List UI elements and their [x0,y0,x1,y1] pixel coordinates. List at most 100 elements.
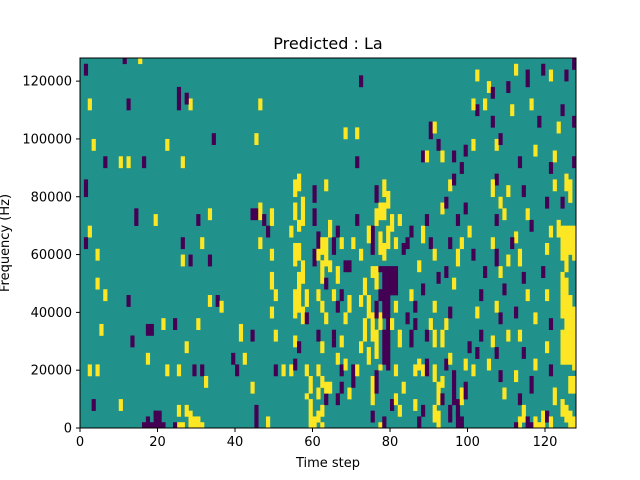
heatmap-cell [320,237,325,255]
heatmap-cell [424,329,430,342]
heatmap-cell [409,225,414,238]
heatmap-cell [269,248,275,261]
heatmap-cell [324,237,329,267]
heatmap-cell [471,364,476,377]
y-axis: 0 20000 40000 60000 80000 100000 120000 [22,75,80,437]
heatmap-cell [440,393,445,406]
heatmap-cell [335,266,340,284]
heatmap-cell [572,306,577,371]
heatmap-cell [424,214,430,226]
heatmap-cell [548,69,554,82]
heatmap-cell [300,196,306,226]
heatmap-cell [308,410,313,429]
heatmap-cell [142,156,147,169]
heatmap-cell [378,364,383,371]
heatmap-cell [196,318,201,331]
heatmap-cell [347,260,352,273]
heatmap-cell [529,375,534,394]
heatmap-cell [173,318,178,331]
heatmap-cell [506,185,511,198]
heatmap-cell [413,300,418,313]
heatmap-cell [258,202,263,221]
heatmap-cell [556,121,561,134]
heatmap-cell [126,156,131,169]
heatmap-cell [529,98,534,111]
heatmap-cell [254,404,259,429]
plot-area [79,57,577,429]
heatmap-cell [378,202,383,221]
heatmap-cell [300,306,306,325]
heatmap-cell [366,295,371,319]
heatmap-cell [517,156,523,169]
heatmap-cell [533,144,538,157]
heatmap-cell [370,375,375,406]
heatmap-cell [529,219,534,232]
heatmap-cell [180,237,185,250]
heatmap-cell [386,190,391,209]
heatmap-cell [467,341,472,354]
heatmap-cell [188,254,193,267]
x-axis: 0 20 40 60 80 100 120 [76,428,558,450]
heatmap-cell [250,381,255,394]
heatmap-cell [525,208,530,221]
heatmap-cell [498,266,503,278]
heatmap-cell [297,341,302,354]
heatmap-cell [413,364,418,377]
heatmap-cell [176,404,182,417]
heatmap-cell [517,329,523,342]
heatmap-cell [455,410,461,429]
heatmap-cell [463,381,468,400]
x-tick-label: 60 [304,435,321,450]
heatmap-cell [471,138,476,151]
heatmap-cell [455,248,461,267]
heatmap-cell [374,208,379,226]
heatmap-cell [448,306,453,319]
heatmap-cell [393,266,399,296]
heatmap-cell [378,266,383,273]
heatmap-cell [494,248,499,267]
heatmap-cell [448,404,453,423]
heatmap-cell [444,196,449,209]
heatmap-cell [281,364,286,377]
heatmap-cell [382,179,387,198]
heatmap-cell [521,404,526,423]
heatmap-cell [308,399,313,411]
heatmap-cell [393,237,399,250]
x-tick-label: 120 [533,435,558,450]
heatmap-cell [560,271,565,319]
heatmap-cell [145,416,151,429]
heatmap-cell [235,364,240,377]
heatmap-cell [370,410,375,423]
heatmap-cell [459,237,464,250]
heatmap-cell [382,243,387,261]
heatmap-cell [494,214,499,226]
heatmap-cell [370,312,375,342]
heatmap-cell [448,179,453,192]
heatmap-cell [254,133,259,146]
heatmap-cell [378,422,383,429]
heatmap-cell [486,358,492,371]
heatmap-cell [494,347,499,359]
heatmap-cell [568,375,573,394]
heatmap-cell [568,410,573,429]
heatmap-cell [545,341,550,354]
heatmap-cell [378,312,383,331]
heatmap-cell [548,416,554,429]
heatmap-cell [564,173,569,192]
heatmap-cell [521,347,526,359]
heatmap-cell [339,364,344,377]
heatmap-cell [297,283,302,313]
heatmap-cell [99,323,104,336]
heatmap-cell [386,295,391,342]
heatmap-cell [545,410,550,423]
heatmap-cell [200,422,205,429]
heatmap-cell [506,329,511,342]
heatmap-cell [572,375,577,394]
heatmap-cell [355,156,360,169]
heatmap-cell [188,410,193,429]
heatmap-cell [343,358,348,371]
heatmap-cell [331,237,337,255]
heatmap-cell [568,295,573,365]
heatmap-cell [176,422,182,429]
heatmap-cell [250,329,255,342]
